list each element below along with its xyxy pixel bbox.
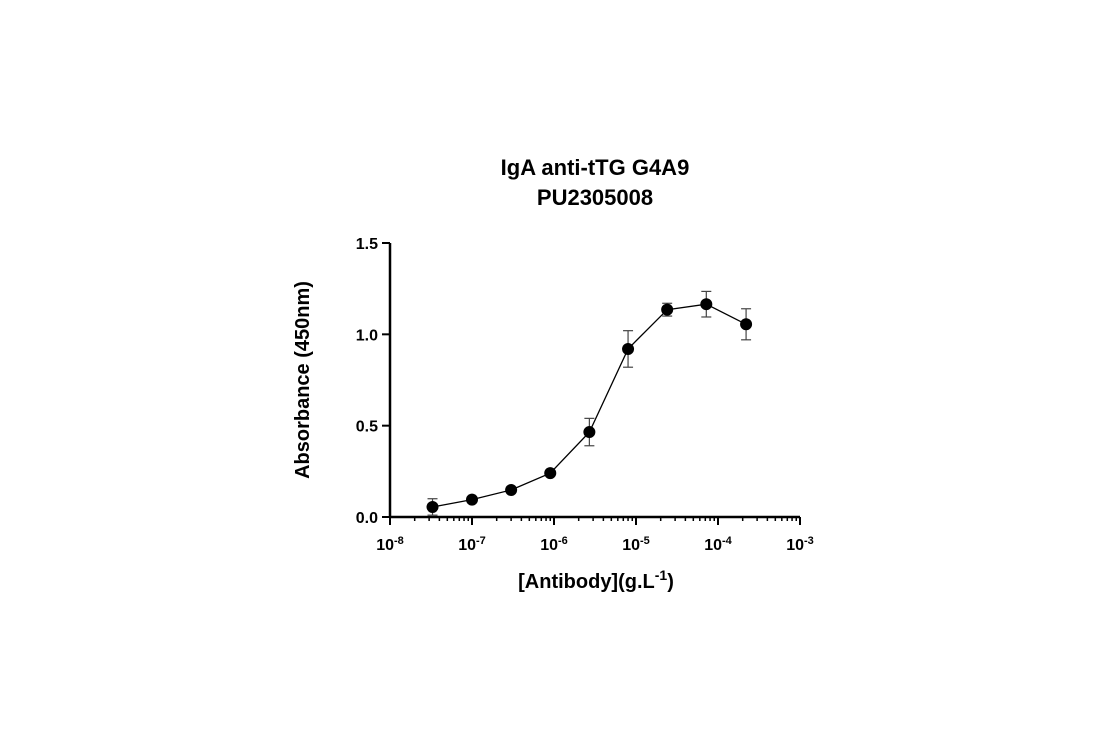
y-tick-label: 0.0	[356, 510, 378, 527]
chart-title-line-1: IgA anti-tTG G4A9	[501, 155, 690, 180]
series-line	[432, 303, 747, 508]
data-point	[466, 493, 478, 506]
x-tick-label-base: 10	[376, 537, 394, 554]
plot-area	[426, 290, 753, 516]
x-tick-label-exp: -3	[804, 535, 814, 547]
x-tick-label: 10-4	[704, 535, 732, 554]
x-tick-label-base: 10	[458, 537, 476, 554]
data-point	[426, 500, 439, 513]
x-tick-label-exp: -4	[722, 535, 733, 547]
x-axis-label: [Antibody](g.L-1)	[518, 567, 674, 593]
data-point	[740, 318, 753, 331]
y-ticks: 0.0 0.5 1.0 1.5	[356, 236, 390, 527]
data-point	[661, 303, 674, 316]
y-tick-label: 1.0	[356, 327, 378, 344]
chart-title-line-2: PU2305008	[537, 185, 653, 210]
x-tick-label: 10-3	[786, 535, 814, 554]
x-axis-label-sup: -1	[655, 567, 668, 583]
x-tick-label-exp: -6	[558, 535, 568, 547]
x-tick-label: 10-8	[376, 535, 404, 554]
y-tick-label: 0.5	[356, 419, 378, 436]
x-tick-label-base: 10	[622, 537, 640, 554]
data-point	[583, 426, 596, 439]
x-tick-label-exp: -7	[476, 535, 486, 547]
y-axis-label: Absorbance (450nm)	[292, 281, 314, 479]
x-tick-label-base: 10	[786, 537, 804, 554]
x-tick-label-exp: -5	[640, 535, 650, 547]
x-tick-label-exp: -8	[394, 535, 404, 547]
x-tick-label: 10-5	[622, 535, 650, 554]
x-tick-label-base: 10	[540, 537, 558, 554]
axes	[388, 243, 800, 519]
data-point	[544, 467, 557, 480]
x-tick-label: 10-7	[458, 535, 486, 554]
y-tick-label: 1.5	[356, 236, 378, 253]
data-point	[622, 342, 635, 355]
x-tick-label: 10-6	[540, 535, 568, 554]
x-ticks: 10-8 10-7 10-6 10-5 10-4 10-3	[376, 517, 814, 554]
x-tick-label-base: 10	[704, 537, 722, 554]
data-point	[700, 298, 713, 311]
x-axis-label-end: )	[667, 571, 674, 593]
x-axis-label-main: [Antibody](g.L	[518, 571, 655, 593]
data-point	[505, 483, 518, 496]
